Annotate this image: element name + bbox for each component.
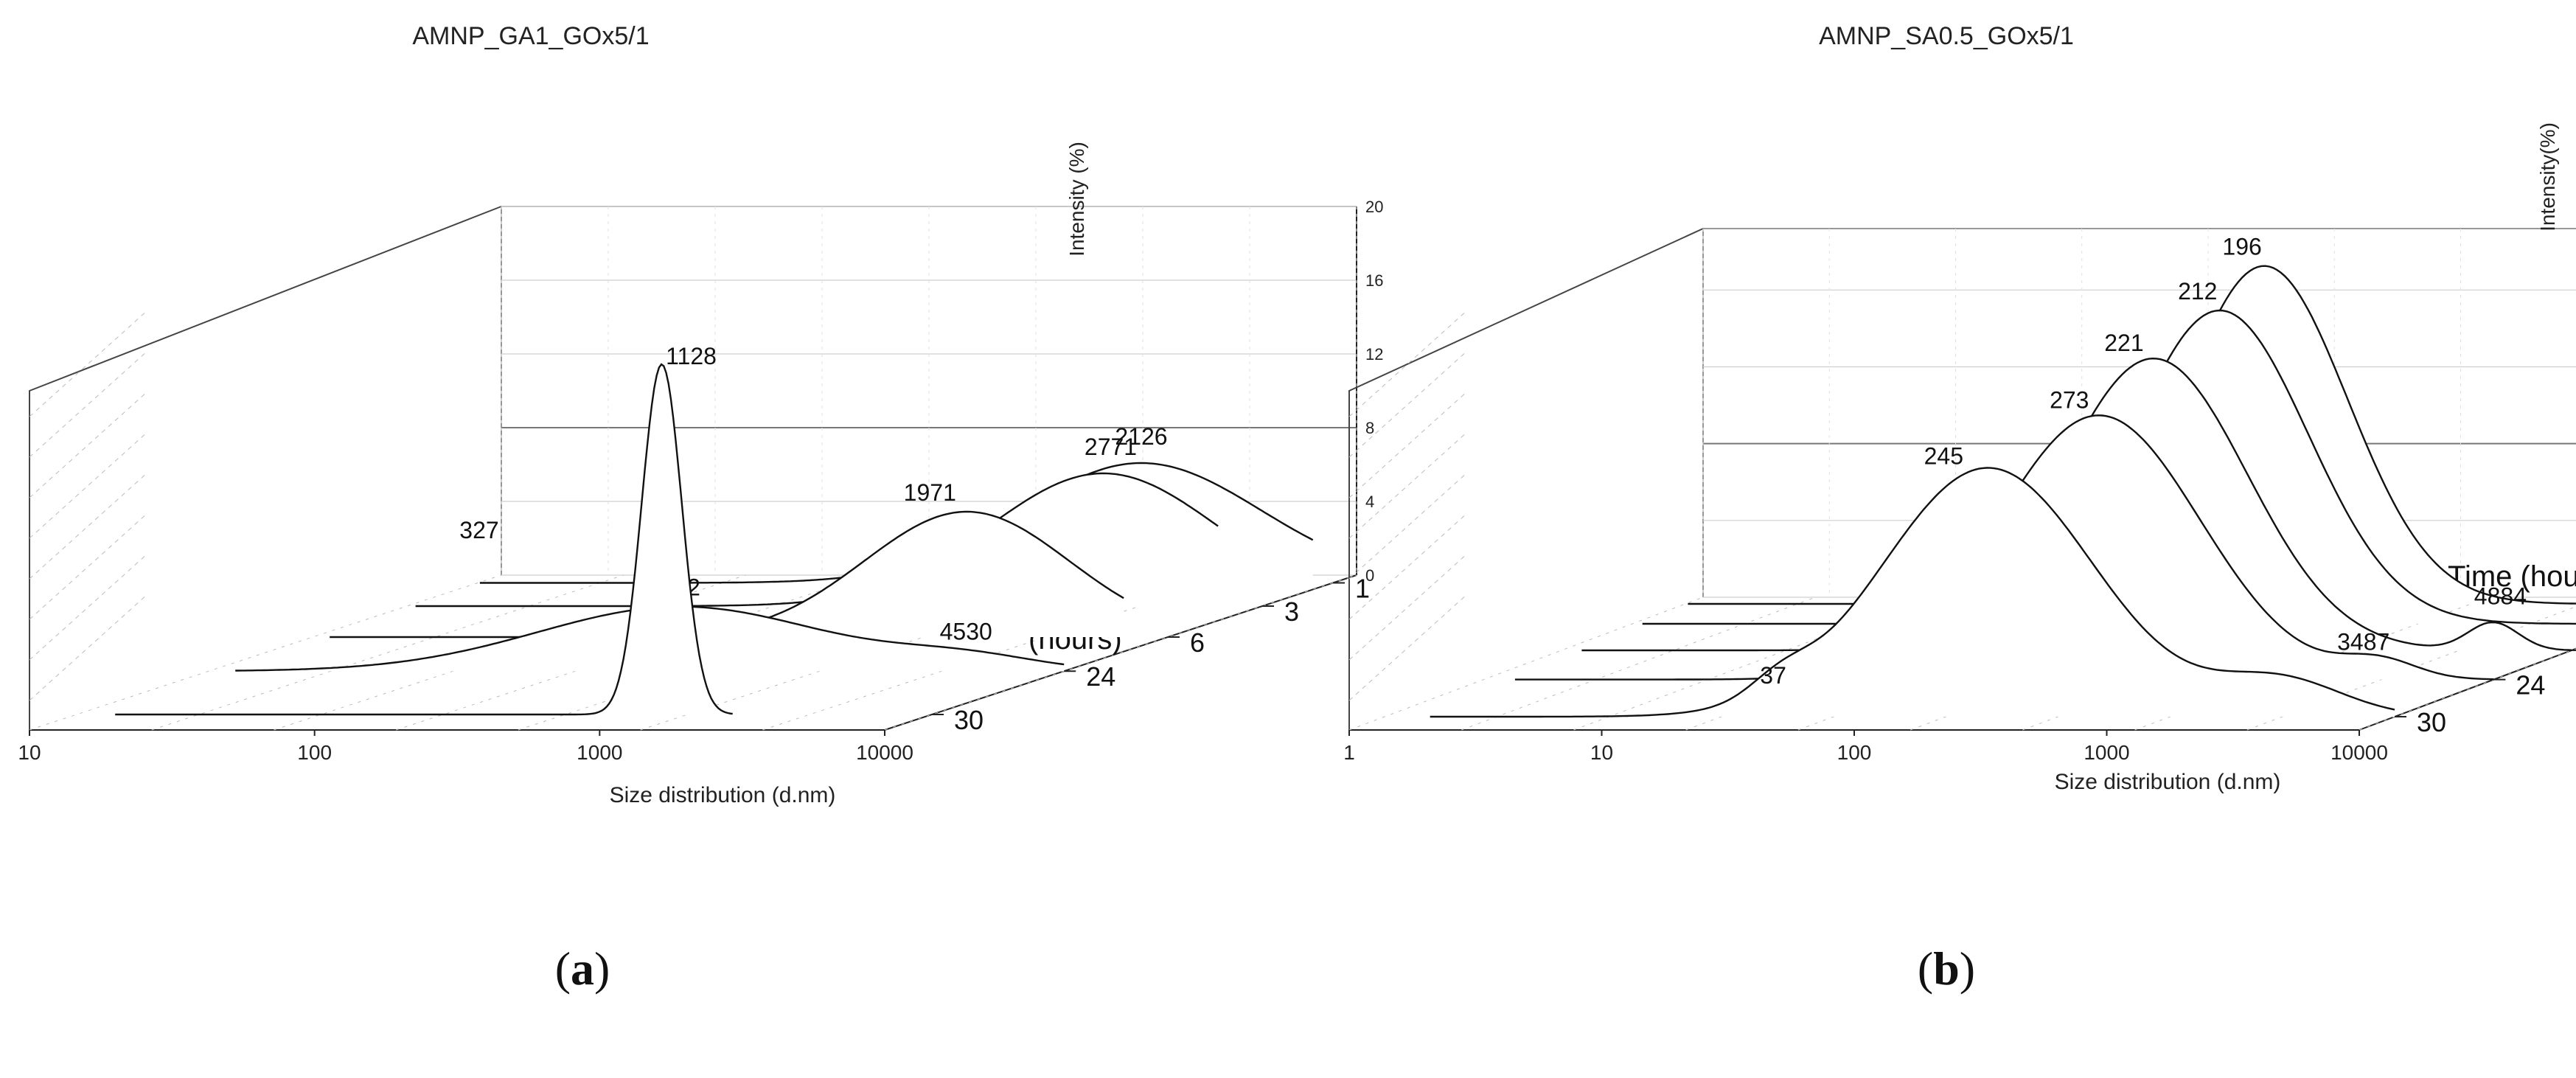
secondary-peak-label-30: 37: [1760, 662, 1786, 689]
series-fill-3: [1642, 310, 2576, 624]
floor-gridline: [762, 574, 1235, 731]
x-axis-label: Size distribution (d.nm): [2055, 770, 2281, 794]
y-tick-label: 16: [1365, 271, 1383, 290]
y-tick-label: 12: [1365, 345, 1383, 364]
z-tick-label: 24: [2516, 670, 2545, 700]
x-tick-label: 10000: [856, 741, 913, 764]
secondary-peak-label-24: 4530: [940, 619, 992, 645]
floor-gridline: [1573, 597, 1928, 731]
side-gridline: [29, 553, 148, 661]
x-tick-label: 1000: [2084, 741, 2129, 764]
peak-label-6: 221: [2104, 330, 2143, 356]
peak-label-6: 1971: [904, 479, 956, 506]
y-axis-label: Intensity(%): [2536, 122, 2559, 232]
floor-gridline: [1348, 597, 1704, 731]
series-fill-1: [1688, 265, 2576, 604]
caption-close: ): [594, 942, 610, 995]
series-line-30: [1430, 467, 2395, 718]
side-gridline: [29, 512, 148, 620]
side-gridline: [1348, 431, 1468, 539]
floor-gridline: [2359, 648, 2576, 731]
y-axis-label: Intensity (%): [1065, 142, 1088, 257]
panel-caption: (a): [555, 942, 610, 995]
side-gridline: [1348, 391, 1468, 498]
side-gridline: [1348, 350, 1468, 458]
chart-title: AMNP_SA0.5_GOx5/1: [1819, 22, 2074, 50]
caption-open: (: [1918, 942, 1933, 995]
caption-open: (: [555, 942, 571, 995]
peak-label-1: 2126: [1115, 423, 1167, 450]
z-tick-label: 1: [1355, 574, 1370, 604]
side-gridline: [29, 431, 148, 539]
z-tick-label: 6: [1190, 627, 1205, 658]
extra-peak-label: 327: [459, 517, 498, 543]
peak-label-30: 245: [1924, 443, 1963, 470]
panel-b: AMNP_SA0.5_GOx5/10.02.55.07.510.0Intensi…: [1343, 22, 2576, 995]
caption-close: ): [1960, 942, 1975, 995]
x-tick-label: 100: [297, 741, 332, 764]
peak-label-24: 273: [2050, 386, 2089, 413]
y-tick-label: 0: [1365, 566, 1374, 585]
z-tick-label: 30: [2417, 707, 2446, 737]
caption-letter: a: [571, 942, 594, 995]
secondary-peak-label-24: 3487: [2337, 629, 2389, 656]
side-wall-edge: [29, 206, 502, 730]
side-gridline: [29, 472, 148, 580]
panel-caption: (b): [1918, 942, 1975, 995]
y-tick-label: 20: [1365, 198, 1383, 216]
side-gridline: [1348, 594, 1468, 701]
x-tick-label: 100: [1837, 741, 1872, 764]
side-gridline: [29, 594, 148, 701]
floor-gridline: [151, 574, 624, 731]
side-wall-edge: [1348, 228, 1704, 730]
secondary-peak-label-6: 4884: [2474, 583, 2527, 610]
x-tick-label: 1: [1343, 741, 1355, 764]
x-axis-label: Size distribution (d.nm): [610, 783, 836, 807]
x-tick-label: 10: [1590, 741, 1613, 764]
z-tick-label: 3: [1284, 597, 1299, 627]
series-fill-30: [1430, 467, 2395, 717]
side-gridline: [29, 350, 148, 458]
peak-label-3: 2771: [1085, 434, 1137, 460]
series-fill-6: [330, 512, 1124, 637]
floor-gridline: [884, 574, 1357, 731]
series-line-30: [115, 363, 733, 716]
chart-title: AMNP_GA1_GOx5/1: [412, 22, 649, 50]
y-tick-label: 4: [1365, 493, 1374, 511]
y-tick-label: 8: [1365, 419, 1374, 437]
peak-label-3: 212: [2178, 278, 2217, 305]
z-tick-label: 24: [1086, 661, 1115, 692]
z-tick-label: 30: [954, 705, 984, 735]
caption-letter: b: [1933, 942, 1960, 995]
side-gridline: [1348, 472, 1468, 580]
peak-label-30: 1128: [666, 343, 717, 369]
side-gridline: [29, 310, 148, 417]
x-tick-label: 10000: [2330, 741, 2388, 764]
x-tick-label: 1000: [577, 741, 622, 764]
side-gridline: [29, 391, 148, 498]
peak-label-1: 196: [2222, 234, 2261, 260]
floor-gridline: [29, 574, 502, 731]
x-tick-label: 10: [18, 741, 41, 764]
floor-gridline: [1461, 597, 1816, 731]
